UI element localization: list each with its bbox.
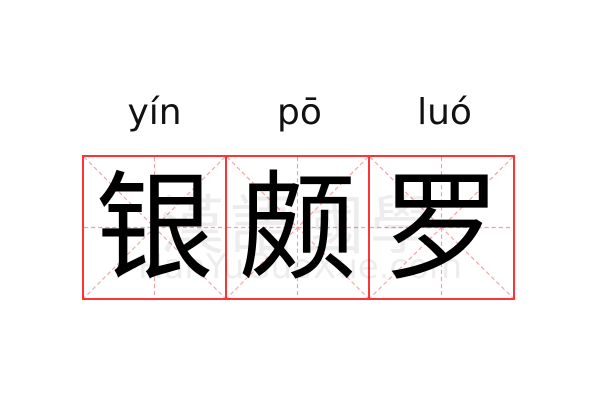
hanzi-1: 银 — [95, 158, 214, 297]
character-cell: 银 — [82, 155, 227, 300]
grid-guides — [84, 157, 225, 298]
character-grid: 银 颇 罗 — [82, 155, 518, 300]
grid-guides — [370, 157, 513, 298]
hanzi-3: 罗 — [382, 158, 501, 297]
pinyin-3: luó — [417, 92, 472, 133]
grid-guides — [227, 157, 368, 298]
pinyin-1: yín — [127, 92, 182, 133]
hanzi-2: 颇 — [238, 158, 357, 297]
character-cell: 颇 — [225, 155, 370, 300]
pinyin-2: pō — [277, 92, 322, 133]
character-cell: 罗 — [368, 155, 515, 300]
